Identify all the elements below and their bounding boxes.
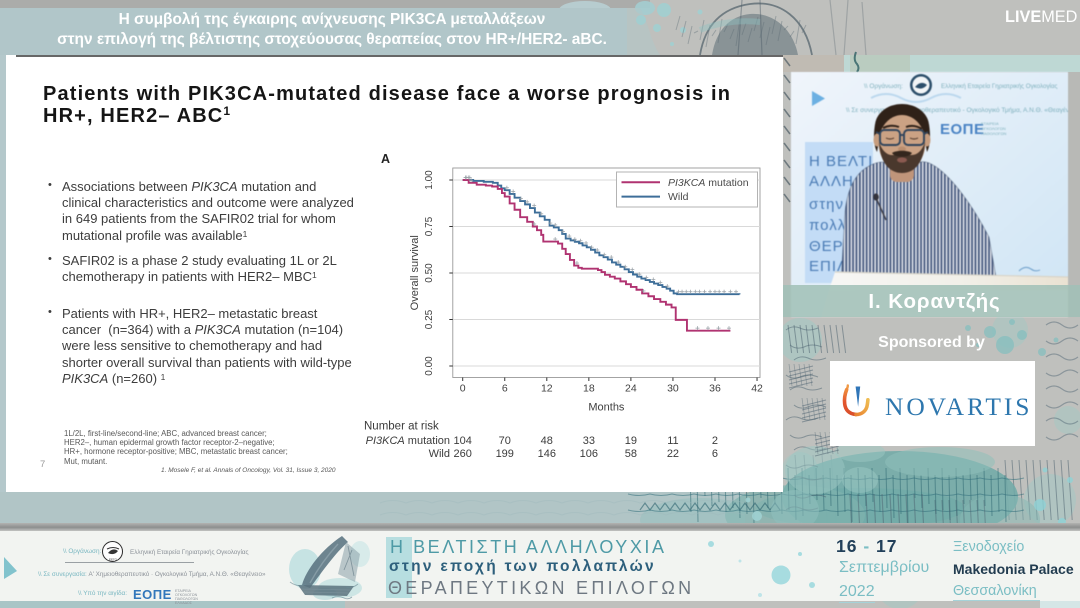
svg-text:ΑΛΛΗΛ: ΑΛΛΗΛ bbox=[809, 173, 865, 190]
svg-text:Months: Months bbox=[588, 402, 625, 414]
svg-text:ΠΑΘΟΛΟΓΩΝ: ΠΑΘΟΛΟΓΩΝ bbox=[981, 131, 1007, 136]
svg-text:Ελληνική Εταιρεία Γηριατρικής: Ελληνική Εταιρεία Γηριατρικής Ογκολογίας bbox=[941, 83, 1057, 90]
svg-text:199: 199 bbox=[496, 448, 514, 460]
svg-text:36: 36 bbox=[709, 383, 721, 395]
svg-text:Number at risk: Number at risk bbox=[364, 421, 439, 433]
svg-text:48: 48 bbox=[541, 435, 553, 447]
svg-text:106: 106 bbox=[580, 448, 598, 460]
svg-text:30: 30 bbox=[667, 383, 679, 395]
svg-text:11: 11 bbox=[667, 435, 678, 447]
svg-text:18: 18 bbox=[583, 383, 595, 395]
svg-text:2: 2 bbox=[712, 435, 718, 447]
svg-text:ΕΕΓΟ: ΕΕΓΟ bbox=[109, 558, 118, 562]
svg-text:PI3KCA mutation: PI3KCA mutation bbox=[668, 177, 749, 189]
svg-text:στην ε: στην ε bbox=[809, 196, 857, 213]
svg-text:260: 260 bbox=[454, 448, 472, 460]
svg-text:NOVARTIS: NOVARTIS bbox=[885, 392, 1032, 421]
svg-text:58: 58 bbox=[625, 448, 637, 460]
svg-text:ΕΤΑΙΡΕΙΑ: ΕΤΑΙΡΕΙΑ bbox=[981, 121, 999, 126]
svg-text:\\ Σε συνεργασία: Α΄ Χημειοθερ: \\ Σε συνεργασία: Α΄ Χημειοθεραπευτικό -… bbox=[846, 106, 1068, 114]
svg-text:\\ Οργάνωση:: \\ Οργάνωση: bbox=[864, 82, 903, 90]
svg-text:1.00: 1.00 bbox=[424, 170, 435, 190]
svg-text:Η ΒΕΛΤΙ: Η ΒΕΛΤΙ bbox=[809, 153, 873, 170]
svg-text:Overall survival: Overall survival bbox=[409, 235, 421, 310]
svg-text:70: 70 bbox=[499, 435, 511, 447]
svg-text:33: 33 bbox=[583, 435, 595, 447]
svg-text:PI3KCA mutation: PI3KCA mutation bbox=[366, 435, 450, 447]
svg-text:A: A bbox=[381, 152, 390, 166]
svg-text:ΕΟΠΕ: ΕΟΠΕ bbox=[940, 121, 985, 138]
svg-text:19: 19 bbox=[625, 435, 637, 447]
svg-text:ΘΕΡΑ: ΘΕΡΑ bbox=[809, 238, 854, 255]
svg-text:6: 6 bbox=[502, 383, 508, 395]
svg-text:Wild: Wild bbox=[429, 448, 450, 460]
svg-text:0.75: 0.75 bbox=[424, 216, 435, 236]
svg-text:πολλα: πολλα bbox=[809, 217, 856, 234]
svg-text:Wild: Wild bbox=[668, 191, 689, 203]
svg-text:146: 146 bbox=[538, 448, 556, 460]
svg-text:0.00: 0.00 bbox=[424, 356, 435, 376]
svg-text:0.25: 0.25 bbox=[424, 309, 435, 329]
svg-text:6: 6 bbox=[712, 448, 718, 460]
svg-text:22: 22 bbox=[667, 448, 679, 460]
svg-text:12: 12 bbox=[541, 383, 553, 395]
svg-text:104: 104 bbox=[454, 435, 472, 447]
svg-text:0: 0 bbox=[460, 383, 466, 395]
svg-text:42: 42 bbox=[751, 383, 763, 395]
svg-text:0.50: 0.50 bbox=[424, 263, 435, 283]
svg-text:24: 24 bbox=[625, 383, 637, 395]
svg-text:ΟΓΚΟΛΟΓΩΝ: ΟΓΚΟΛΟΓΩΝ bbox=[981, 126, 1006, 131]
